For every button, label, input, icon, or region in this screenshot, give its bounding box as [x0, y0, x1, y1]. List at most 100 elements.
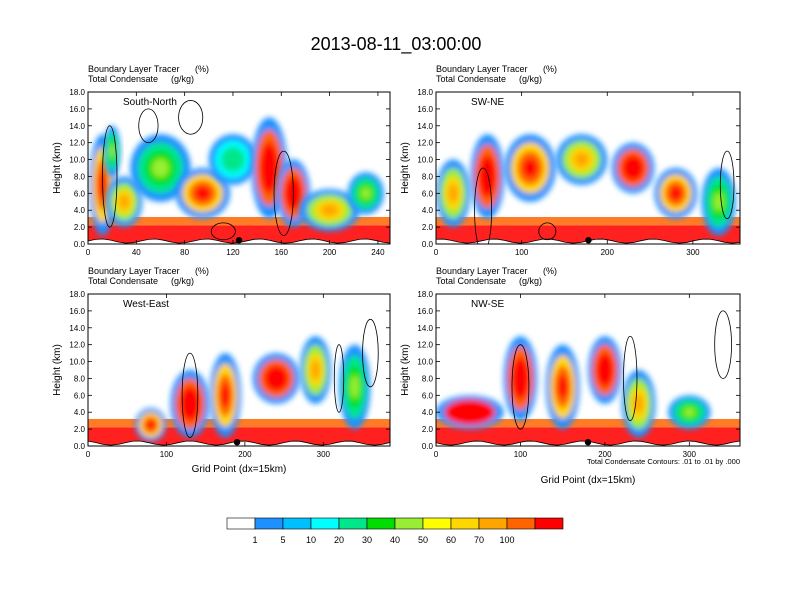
condensate-contour	[102, 125, 118, 228]
tracer-level	[523, 158, 538, 178]
boundary-layer-band-upper	[88, 216, 390, 226]
tracer-level	[460, 407, 480, 417]
boundary-layer-band	[436, 225, 740, 244]
colorbar-label: 5	[280, 535, 285, 545]
tracer-blob	[668, 395, 711, 430]
contour-note: Total Condensate Contours: .01 to .01 by…	[587, 457, 740, 466]
tracer-level	[264, 153, 275, 183]
y-tick-label: 4.0	[74, 206, 86, 215]
tracer-level	[152, 158, 169, 178]
subtitle-tracer-unit: (%)	[543, 64, 557, 74]
tracer-blob	[175, 168, 230, 219]
condensate-contour	[511, 344, 530, 430]
location-marker	[584, 439, 592, 446]
x-axis-label: Grid Point (dx=15km)	[541, 475, 636, 486]
tracer-blob	[470, 134, 505, 219]
tracer-level	[321, 204, 339, 217]
tracer-blob	[299, 336, 332, 404]
condensate-contour	[362, 318, 379, 388]
y-tick-label: 16.0	[417, 105, 433, 114]
subtitle-tracer-unit: (%)	[195, 266, 209, 276]
y-tick-label: 8.0	[422, 172, 434, 181]
tracer-level	[119, 194, 130, 209]
panel-sw-ne: 0.0 2.0 4.0 6.0 8.0 10.0 12.0 14.0 16.0 18.0 0 100 2…	[400, 64, 741, 257]
tracer-level	[448, 183, 458, 203]
y-tick-label: 18.0	[417, 290, 433, 299]
x-tick-label: 0	[434, 450, 439, 459]
colorbar-label: 20	[334, 535, 344, 545]
panel-west-east: 0.0 2.0 4.0 6.0 8.0 10.0 12.0 14.0 16.0 18.0 0 100 2…	[52, 266, 391, 475]
y-tick-label: 12.0	[69, 139, 85, 148]
x-tick-label: 0	[434, 248, 439, 257]
x-tick-label: 200	[601, 248, 615, 257]
y-tick-label: 12.0	[417, 341, 433, 350]
colorbar-box	[366, 517, 396, 530]
colorbar-box	[506, 517, 536, 530]
x-axis-label: Grid Point (dx=15km)	[192, 464, 287, 475]
x-tick-label: 100	[514, 450, 528, 459]
tracer-level	[683, 407, 696, 417]
condensate-contour	[273, 150, 294, 236]
boundary-layer-band	[436, 427, 740, 446]
y-tick-label: 2.0	[74, 223, 86, 232]
tracer-blob	[545, 344, 580, 430]
colorbar-box	[534, 517, 564, 530]
y-tick-label: 16.0	[69, 105, 85, 114]
colorbar-box	[310, 517, 340, 530]
subtitle-condensate-unit: (g/kg)	[171, 74, 194, 84]
y-tick-label: 8.0	[74, 374, 86, 383]
tracer-level	[557, 375, 568, 399]
subtitle-condensate: Total Condensate	[88, 276, 158, 286]
subtitle-condensate: Total Condensate	[88, 74, 158, 84]
colorbar-label: 10	[306, 535, 316, 545]
x-tick-label: 100	[160, 450, 174, 459]
terrain	[88, 238, 390, 244]
y-axis-label: Height (km)	[400, 344, 411, 396]
x-tick-label: 300	[317, 450, 331, 459]
tracer-blob	[299, 189, 360, 232]
y-tick-label: 14.0	[417, 324, 433, 333]
boundary-layer-band-upper	[88, 418, 390, 428]
y-tick-label: 4.0	[422, 408, 434, 417]
tracer-level	[350, 375, 360, 399]
tracer-blob	[588, 336, 622, 404]
field	[436, 134, 740, 244]
panel-label: South-North	[123, 97, 177, 108]
y-tick-label: 8.0	[74, 172, 86, 181]
y-tick-label: 6.0	[422, 189, 434, 198]
subtitle-tracer-unit: (%)	[195, 64, 209, 74]
y-tick-label: 0.0	[74, 240, 86, 249]
y-tick-label: 6.0	[74, 189, 86, 198]
y-tick-label: 14.0	[69, 122, 85, 131]
tracer-level	[226, 152, 240, 167]
colorbar-box	[478, 517, 508, 530]
tracer-blob	[347, 172, 384, 215]
y-tick-label: 8.0	[422, 374, 434, 383]
colorbar-label: 30	[362, 535, 372, 545]
colorbar-label: 60	[446, 535, 456, 545]
tracer-blob	[135, 408, 167, 442]
subtitle-condensate-unit: (g/kg)	[171, 276, 194, 286]
condensate-contour	[138, 108, 159, 144]
x-tick-label: 160	[275, 248, 289, 257]
y-tick-label: 6.0	[74, 391, 86, 400]
colorbar-label: 1	[252, 535, 257, 545]
tracer-level	[220, 383, 230, 408]
y-tick-label: 16.0	[417, 307, 433, 316]
tracer-blob	[504, 134, 556, 202]
x-tick-label: 200	[598, 450, 612, 459]
tracer-blob	[106, 176, 143, 228]
x-tick-label: 0	[86, 248, 91, 257]
x-tick-label: 80	[180, 248, 189, 257]
colorbar-box	[450, 517, 480, 530]
tracer-level	[311, 360, 320, 380]
tracer-level	[626, 160, 639, 176]
y-tick-label: 18.0	[417, 88, 433, 97]
y-tick-label: 14.0	[69, 324, 85, 333]
x-tick-label: 300	[686, 248, 700, 257]
condensate-contour	[719, 150, 735, 220]
plot-frame	[87, 293, 391, 447]
plot-frame	[435, 293, 741, 447]
colorbar-box	[422, 517, 452, 530]
condensate-contour	[474, 167, 493, 244]
